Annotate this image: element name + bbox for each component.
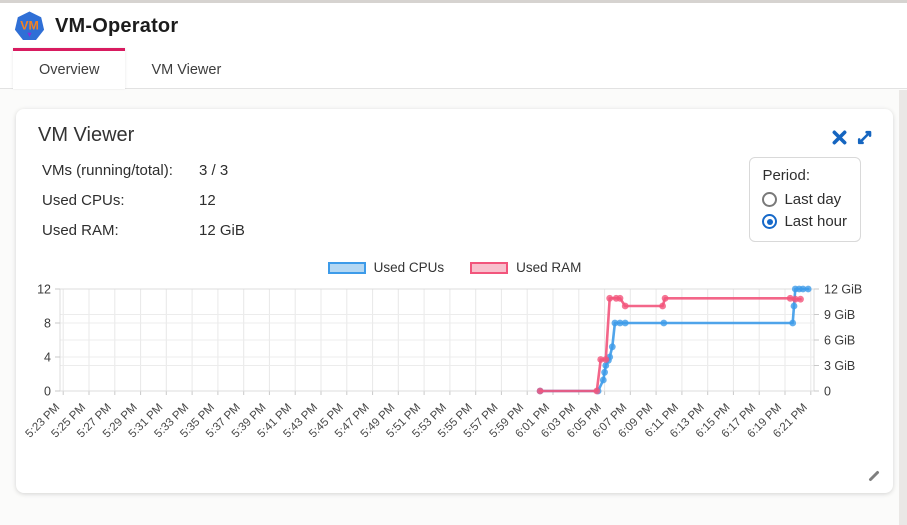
stats-list: VMs (running/total): 3 / 3 Used CPUs: 12… <box>42 162 245 239</box>
radio-icon-last-hour <box>762 214 778 229</box>
ram-legend-swatch <box>470 261 509 274</box>
svg-text:0: 0 <box>824 385 831 399</box>
chart-legend: Used CPUs Used RAM <box>16 260 893 275</box>
svg-text:VM: VM <box>20 19 39 33</box>
tab-overview[interactable]: Overview <box>13 48 126 89</box>
period-label: Period: <box>762 167 810 184</box>
usage-chart[interactable]: 5:23 PM 5:25 PM 5:27 PM 5:29 PM 5:31 PM 5:33 … <box>24 281 893 458</box>
radio-last-hour[interactable]: Last hour <box>762 213 847 230</box>
tab-bar: Overview VM Viewer <box>0 48 907 89</box>
svg-text:6 GiB: 6 GiB <box>824 334 855 348</box>
scrollbar[interactable] <box>899 90 907 525</box>
app-header: VM VM-Operator <box>0 3 907 48</box>
legend-item-ram: Used RAM <box>470 260 581 275</box>
resize-grip-icon[interactable] <box>867 469 881 483</box>
close-icon[interactable] <box>830 128 848 146</box>
svg-text:12: 12 <box>37 283 51 297</box>
radio-icon-last-day <box>762 192 778 207</box>
svg-text:0: 0 <box>44 385 51 399</box>
stat-label-ram: Used RAM: <box>42 222 119 239</box>
radio-last-day[interactable]: Last day <box>762 191 847 208</box>
stat-value-cpus: 12 <box>199 192 216 209</box>
legend-item-cpus: Used CPUs <box>327 260 445 275</box>
stat-label-cpus: Used CPUs: <box>42 192 125 209</box>
stats-row: VMs (running/total): 3 / 3 Used CPUs: 12… <box>16 147 893 242</box>
stat-value-ram: 12 GiB <box>199 222 245 239</box>
app-title: VM-Operator <box>55 15 179 37</box>
cpu-legend-label: Used CPUs <box>373 260 445 275</box>
vm-operator-logo-icon: VM <box>14 11 45 41</box>
vm-viewer-card: VM Viewer VMs (running/total): 3 / 3 Use… <box>16 109 893 493</box>
card-title: VM Viewer <box>38 124 135 146</box>
card-actions <box>830 128 873 146</box>
window-top-strip <box>0 0 907 3</box>
radio-label-last-day: Last day <box>784 191 842 208</box>
ram-legend-label: Used RAM <box>516 260 582 275</box>
svg-text:8: 8 <box>44 317 51 331</box>
svg-text:9 GiB: 9 GiB <box>824 308 855 322</box>
period-panel: Period: Last day Last hour <box>749 157 861 242</box>
cpu-legend-swatch <box>327 261 366 274</box>
stat-label-vms: VMs (running/total): <box>42 162 173 179</box>
card-header: VM Viewer <box>16 109 893 147</box>
tab-vm-viewer[interactable]: VM Viewer <box>151 62 222 78</box>
radio-label-last-hour: Last hour <box>784 213 847 230</box>
svg-text:3 GiB: 3 GiB <box>824 359 855 373</box>
stat-value-vms: 3 / 3 <box>199 162 229 179</box>
expand-icon[interactable] <box>855 128 873 146</box>
main-content: VM Viewer VMs (running/total): 3 / 3 Use… <box>0 89 907 493</box>
svg-text:12 GiB: 12 GiB <box>824 283 862 297</box>
svg-text:4: 4 <box>44 351 51 365</box>
